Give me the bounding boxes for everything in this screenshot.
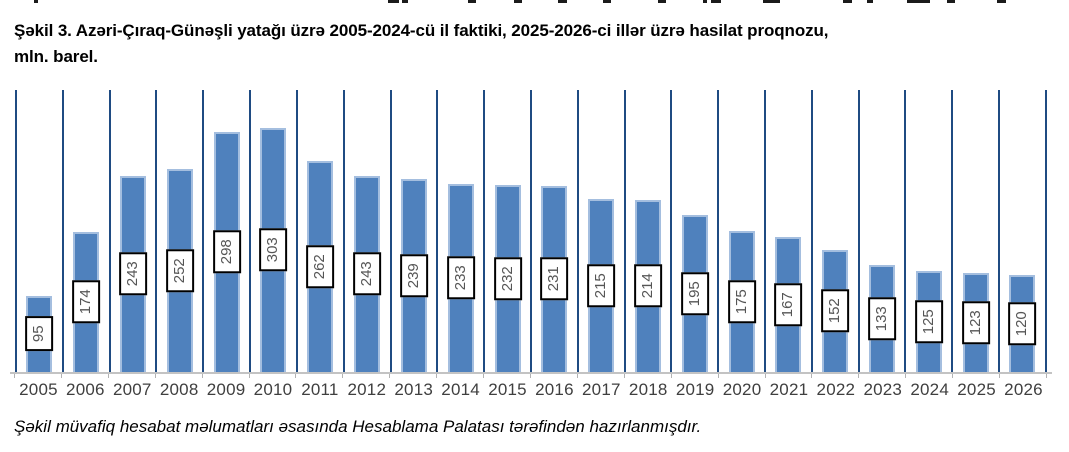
bar-slot: 214 [623, 90, 671, 372]
data-label-2019: 195 [680, 271, 709, 315]
x-axis-tick-label-2020: 2020 [722, 380, 762, 399]
bar-slot: 232 [483, 90, 530, 372]
bar-slot: 243 [342, 90, 390, 372]
bar-slot: 239 [389, 90, 437, 372]
figure-title-line2: mln. barel. [14, 47, 98, 66]
x-axis-tick-label-2024: 2024 [910, 380, 949, 399]
x-axis-tick-label-2019: 2019 [675, 380, 715, 399]
bar-slot: 167 [764, 90, 811, 372]
bar-slot: 243 [108, 90, 156, 372]
x-axis-ticks [14, 374, 1047, 378]
data-label-2023: 133 [868, 296, 896, 340]
bar-slot: 120 [998, 90, 1045, 372]
bar-slot: 252 [155, 90, 202, 372]
data-label-2016: 231 [540, 257, 569, 301]
clipped-text-remnant [0, 0, 1069, 6]
bar-slot: 262 [295, 90, 343, 372]
x-axis-tick-label-2012: 2012 [347, 380, 387, 399]
data-label-2015: 232 [493, 256, 522, 301]
data-label-2021: 167 [774, 283, 803, 327]
data-label-2018: 214 [634, 264, 662, 308]
data-label-2006: 174 [72, 280, 101, 324]
x-axis-line [10, 372, 1052, 374]
bar-slot: 123 [951, 90, 998, 372]
x-axis-tick-label-2007: 2007 [112, 380, 152, 399]
data-label-2013: 239 [400, 254, 428, 298]
data-label-2024: 125 [914, 300, 943, 344]
x-axis-tick-label-2023: 2023 [863, 380, 903, 399]
x-axis-tick-label-2011: 2011 [301, 380, 339, 399]
bar-slot: 174 [61, 90, 109, 372]
x-axis-tick-label-2015: 2015 [488, 380, 527, 399]
bar-slot: 95 [15, 90, 62, 372]
data-label-2020: 175 [727, 279, 756, 324]
x-axis-labels: 2005 2006 2007 2008 2009 2010 2011 2012 2013 2014… [15, 380, 1047, 400]
bar-slot: 125 [904, 90, 951, 372]
data-label-2022: 152 [821, 289, 850, 333]
x-axis-tick-label-2021: 2021 [769, 380, 809, 399]
data-label-2012: 243 [353, 252, 381, 296]
x-axis-tick-label-2009: 2009 [206, 380, 246, 399]
data-label-2014: 233 [446, 256, 475, 300]
bar-slot: 231 [529, 90, 577, 372]
plot-area: 95 174 243 252 298 303 262 243 239 233 232 231 215 21… [15, 90, 1047, 372]
x-axis-tick-label-2017: 2017 [582, 380, 621, 399]
bar-slot: 152 [810, 90, 858, 372]
bar-slot: 175 [717, 90, 764, 372]
x-axis-tick-label-2005: 2005 [19, 380, 58, 399]
bar-chart: 95 174 243 252 298 303 262 243 239 233 232 231 215 21… [10, 90, 1052, 400]
data-label-2008: 252 [165, 248, 194, 293]
bar-slot: 133 [857, 90, 905, 372]
data-label-2025: 123 [961, 300, 990, 344]
x-axis-tick-label-2008: 2008 [159, 380, 199, 399]
x-axis-tick-label-2010: 2010 [253, 380, 293, 399]
data-label-2005: 95 [25, 316, 54, 352]
data-label-2009: 298 [212, 230, 241, 274]
bar-slot: 298 [202, 90, 249, 372]
x-axis-tick-label-2013: 2013 [394, 380, 434, 399]
x-axis-tick-label-2026: 2026 [1004, 380, 1043, 399]
x-axis-tick-label-2016: 2016 [535, 380, 574, 399]
data-label-2026: 120 [1008, 302, 1037, 346]
figure-title: Şəkil 3. Azəri-Çıraq-Günəşli yatağı üzrə… [14, 18, 1059, 70]
x-axis-tick-label-2006: 2006 [66, 380, 105, 399]
x-axis-tick-label-2022: 2022 [816, 380, 856, 399]
x-axis-tick-label-2014: 2014 [441, 380, 480, 399]
figure-title-line1: Şəkil 3. Azəri-Çıraq-Günəşli yatağı üzrə… [14, 21, 829, 40]
bar-slot: 233 [436, 90, 483, 372]
data-label-2011: 262 [306, 244, 335, 289]
data-label-2007: 243 [119, 252, 147, 296]
data-label-2010: 303 [259, 228, 288, 272]
bar-slot: 303 [249, 90, 296, 372]
figure-footnote: Şəkil müvafiq hesabat məlumatları əsasın… [14, 417, 702, 436]
data-label-2017: 215 [587, 263, 616, 307]
bar-slot: 195 [670, 90, 717, 372]
x-axis-tick-label-2025: 2025 [957, 380, 996, 399]
bar-slot: 215 [576, 90, 624, 372]
x-axis-tick-label-2018: 2018 [628, 380, 668, 399]
